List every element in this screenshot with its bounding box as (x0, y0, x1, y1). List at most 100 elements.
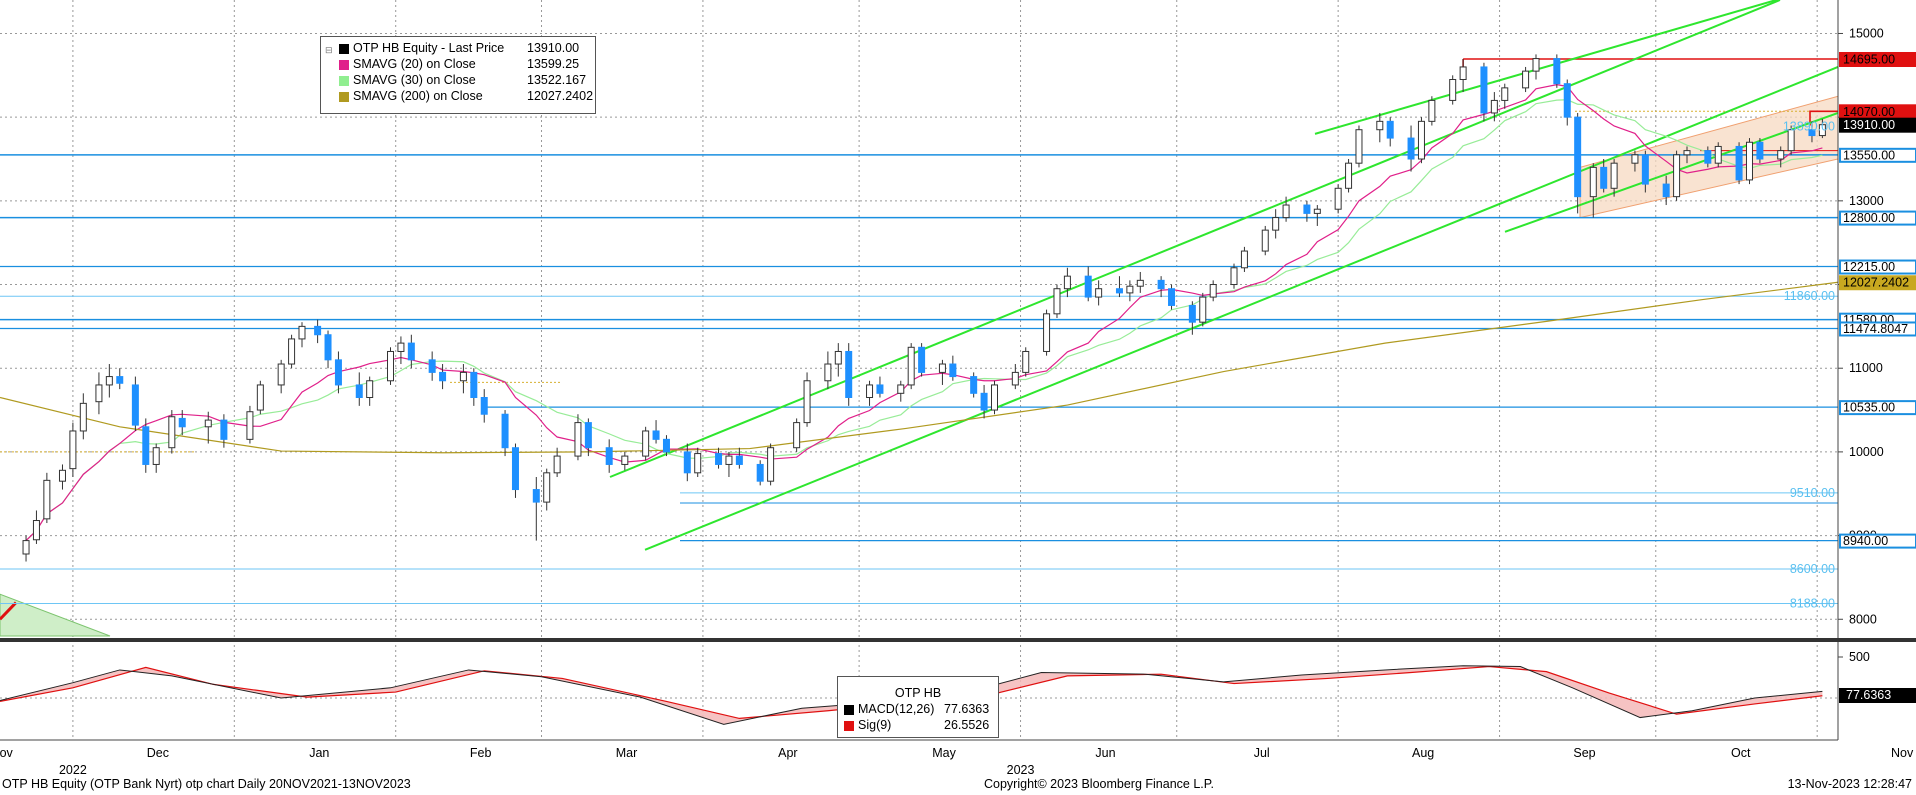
candle-body (767, 447, 775, 482)
candle-body (584, 422, 592, 449)
candle-body (428, 359, 436, 373)
candle-body (1662, 183, 1670, 198)
collapse-icon[interactable]: ⊟ (325, 45, 333, 55)
price-legend: ⊟ OTP HB Equity - Last Price 13910.00 SM… (320, 36, 596, 114)
candle-body (459, 371, 467, 382)
sma30-line (25, 99, 1823, 542)
candle-body (938, 363, 946, 373)
candle-body (1053, 288, 1061, 315)
candle-body (793, 422, 801, 449)
candle-body (1199, 296, 1207, 323)
candle-body (288, 338, 296, 365)
x-month-label: Feb (470, 746, 492, 760)
candle-body (1157, 279, 1165, 290)
legend-swatch (339, 60, 349, 70)
level-box-label: 13550.00 (1843, 148, 1895, 162)
candle-body (1168, 288, 1176, 306)
x-month-label: Mar (616, 746, 638, 760)
level-box-label: 11474.8047 (1843, 322, 1908, 336)
x-axis: Nov Dec Jan Feb Mar Apr May Jun Jul Aug Sep Oct Nov 2… (0, 739, 1914, 777)
candle-body (1589, 166, 1597, 198)
y-tick-label: 8000 (1849, 612, 1877, 626)
candle-body (69, 430, 77, 470)
candle-body (1522, 70, 1530, 89)
candle-body (220, 419, 228, 440)
x-month-label: Jun (1095, 746, 1115, 760)
y-tick-label: 11000 (1849, 361, 1883, 375)
candle-body (1345, 162, 1353, 189)
candle-body (152, 447, 160, 465)
macd-legend-title: OTP HB (894, 686, 942, 700)
x-month-label: Jan (309, 746, 329, 760)
macd-legend-item-value: 26.5526 (944, 718, 990, 732)
candle-body (22, 540, 30, 555)
candle-body (621, 455, 629, 465)
candle-body (1610, 162, 1618, 189)
candle-body (642, 430, 650, 457)
candle-body (1407, 137, 1415, 160)
candle-body (980, 392, 988, 411)
candle-body (662, 438, 670, 453)
macd-tick-label: 500 (1849, 650, 1870, 664)
candle-body (480, 397, 488, 415)
candle-body (1230, 267, 1238, 286)
candle-body (1563, 83, 1571, 118)
candle-body (1303, 204, 1311, 214)
candle-body (1209, 284, 1217, 298)
level-box-label: 10535.00 (1843, 401, 1895, 415)
legend-swatch (339, 44, 349, 54)
candle-body (1490, 99, 1498, 114)
candle-body (1449, 79, 1457, 101)
candle-body (1376, 120, 1384, 131)
candle-body (876, 384, 884, 394)
level-box-inner (1841, 261, 1915, 273)
candle-body (439, 371, 447, 382)
candle-body (142, 426, 150, 465)
candle-body (168, 416, 176, 449)
candle-body (1261, 229, 1269, 252)
trend-channel-line (609, 0, 1781, 478)
y-axis: 8000900010000110001200013000140001500014… (1783, 0, 1916, 740)
candle-body (970, 376, 978, 394)
level-box-label: 12800.00 (1843, 211, 1895, 225)
chart-grid (0, 0, 1838, 740)
x-year-label: 2022 (59, 763, 87, 777)
legend-title-value: 13910.00 (527, 41, 580, 55)
candle-body (652, 430, 660, 440)
candle-body (845, 350, 853, 399)
macd-value-box (1839, 688, 1916, 703)
candle-body (1756, 141, 1764, 160)
candle-body (1673, 154, 1681, 198)
candle-body (1745, 141, 1753, 181)
legend-swatch (844, 721, 854, 731)
candle-body (990, 384, 998, 411)
level-box (1839, 104, 1916, 120)
candle-body (694, 453, 702, 474)
x-year-label: 2023 (1007, 763, 1035, 777)
triangle-shade (0, 593, 111, 637)
candle-body (246, 411, 254, 440)
level-text: 8188.00 (1790, 597, 1835, 611)
trend-channel-line (1314, 0, 1780, 135)
candle-body (1386, 120, 1394, 139)
level-box-inner (1841, 314, 1915, 326)
candle-body (32, 520, 40, 541)
level-line (1809, 110, 1838, 126)
candle-body (1818, 124, 1826, 137)
candle-body (715, 453, 723, 465)
candle-body (501, 413, 509, 449)
legend-swatch (844, 705, 854, 715)
candle-body (725, 455, 733, 465)
level-box-label: 12027.2402 (1843, 276, 1909, 290)
candle-body (1355, 129, 1363, 164)
legend-swatch (339, 76, 349, 86)
candle-body (1126, 285, 1134, 294)
candle-body (1574, 116, 1582, 198)
footer-center: Copyright© 2023 Bloomberg Finance L.P. (984, 777, 1214, 791)
candle-body (1011, 371, 1019, 386)
level-box-inner (1841, 323, 1915, 335)
candle-body (1417, 120, 1425, 160)
level-box-inner (1841, 402, 1915, 414)
candle-body (1095, 288, 1103, 298)
